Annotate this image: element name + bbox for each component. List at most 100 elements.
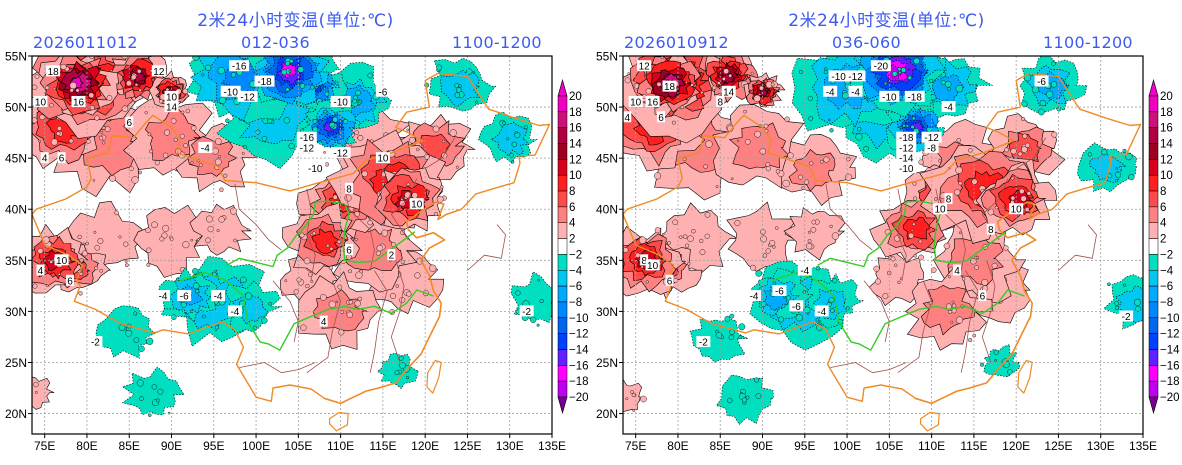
valid-range: 1100-1200: [452, 33, 542, 52]
contour-speck: [173, 137, 178, 142]
contour-speck: [502, 121, 506, 125]
contour-speck: [352, 98, 357, 104]
contour-speck: [34, 74, 40, 79]
contour-label-text: -4: [944, 103, 953, 114]
colorbar-label: −14: [569, 344, 589, 356]
contour-speck: [974, 265, 979, 270]
contour-speck: [68, 138, 74, 144]
contour-speck: [882, 293, 889, 299]
contour-speck: [968, 338, 973, 343]
contour-speck: [93, 230, 97, 234]
contour-speck: [645, 88, 652, 95]
province-boundary: [390, 178, 418, 241]
contour-speck: [330, 126, 334, 130]
colorbar-swatch: [1148, 365, 1159, 382]
national-boundary: [32, 72, 551, 402]
national-boundary: [623, 72, 1142, 402]
contour-speck: [305, 283, 310, 289]
colorbar-swatch: [1148, 380, 1159, 398]
contour-speck: [536, 323, 540, 327]
contour-speck: [704, 211, 711, 218]
contour-speck: [475, 100, 479, 104]
contour-speck: [509, 153, 514, 158]
contour-speck: [785, 295, 791, 301]
contour-speck: [144, 111, 148, 115]
hainan-outline: [920, 411, 940, 432]
contour-label-bg: [387, 249, 396, 261]
contour-label-text: -16: [300, 133, 315, 144]
contour-label-bg: [46, 65, 61, 77]
colorbar-swatch: [557, 285, 568, 303]
contour-label-bg: [721, 85, 736, 97]
colorbar-under-arrow: [557, 396, 568, 415]
contour-speck: [312, 231, 316, 236]
contour-speck: [408, 136, 416, 144]
colorbar-swatch: [1148, 301, 1159, 319]
contour-speck: [625, 397, 629, 401]
contour-speck: [136, 379, 144, 387]
contour-speck: [934, 197, 938, 201]
contour-speck: [511, 141, 517, 148]
contour-label: 10: [645, 259, 660, 272]
colorbar-label: 2: [569, 234, 575, 246]
colorbar-label: −20: [569, 392, 589, 404]
colorbar-swatch: [1148, 159, 1159, 176]
contour-speck: [795, 314, 803, 322]
contour-label-text: -2: [1122, 312, 1131, 323]
contour-speck: [506, 137, 510, 141]
contour-speck: [218, 96, 227, 104]
contour-speck: [159, 236, 165, 242]
colorbar-label: 16: [569, 123, 582, 135]
contour-label-bg: [944, 193, 953, 205]
contour-label-bg: [151, 65, 166, 77]
contour-speck: [1114, 179, 1119, 183]
province-boundary: [239, 362, 316, 374]
contour-speck: [52, 87, 56, 91]
contour-label: -4: [848, 85, 863, 98]
contour-label-text: 18: [48, 67, 60, 78]
contour-speck: [78, 291, 83, 296]
contour-label-bg: [924, 141, 939, 153]
colorbar-swatch: [557, 349, 568, 366]
contour-speck: [159, 99, 164, 104]
contour-speck: [192, 282, 200, 290]
contour-label-text: -10: [223, 87, 238, 98]
valid-range: 1100-1200: [1043, 33, 1133, 52]
contour-label-bg: [237, 90, 258, 102]
contour-speck: [612, 118, 619, 125]
contour-speck: [472, 71, 476, 74]
x-tick-label: 130E: [496, 439, 524, 453]
contour-label: 4: [36, 264, 45, 277]
contour-speck: [638, 236, 647, 244]
contour-label-bg: [933, 203, 948, 215]
colorbar: 20 18 16 14 12 10 8 6 4 2 −2 −4 −6 −8 −10 −12 −14 −16 −18 −…: [557, 78, 589, 415]
contour-label: -10: [879, 90, 900, 103]
contour-label-text: -18: [907, 92, 922, 103]
contour-label-text: 2: [389, 251, 395, 262]
contour-speck: [261, 317, 268, 324]
contour-label-bg: [319, 315, 328, 327]
contour-speck: [874, 278, 881, 285]
contour-label: 10: [933, 203, 948, 216]
colorbar-label: 20: [569, 91, 582, 103]
contour-label-bg: [896, 162, 917, 174]
contour-speck: [328, 300, 336, 308]
contour-speck: [214, 138, 222, 145]
contour-label: 4: [623, 111, 632, 124]
contour-speck: [841, 92, 849, 100]
contour-speck: [293, 289, 299, 295]
contour-speck: [667, 240, 671, 245]
contour-speck: [440, 185, 444, 189]
contour-speck: [845, 173, 853, 181]
y-tick-label: 50N: [596, 101, 618, 115]
contour-label-text: 10: [630, 97, 642, 108]
colorbar-label: 8: [1160, 186, 1166, 198]
contour-label: 18: [46, 65, 61, 78]
contour-label-bg: [870, 60, 891, 72]
contour-speck: [810, 226, 817, 233]
contour-speck: [943, 242, 950, 250]
contour-speck: [798, 70, 803, 74]
contour-speck: [123, 241, 129, 247]
y-tick-label: 45N: [596, 152, 618, 166]
contour-speck: [656, 81, 662, 87]
